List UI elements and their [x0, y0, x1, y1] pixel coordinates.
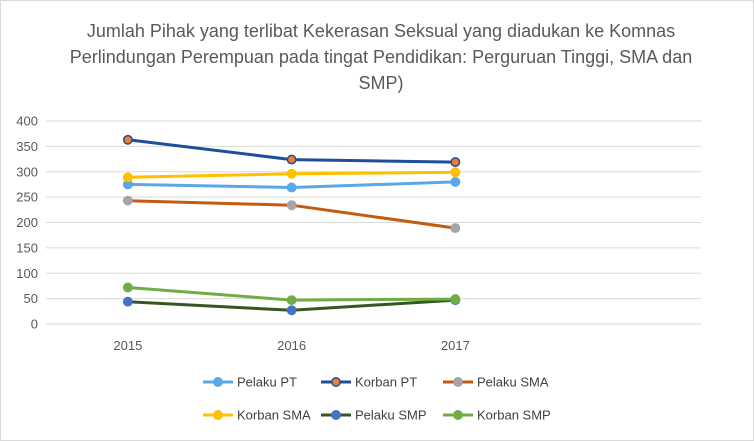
data-point-korban-pt — [450, 157, 461, 168]
legend-label-pelaku-sma: Pelaku SMA — [477, 375, 549, 390]
data-point-korban-smp — [286, 295, 297, 306]
x-tick-label: 2015 — [113, 338, 142, 353]
y-tick-label: 50 — [24, 291, 38, 306]
chart-title: Jumlah Pihak yang terlibat Kekerasan Sek… — [69, 21, 693, 93]
y-tick-label: 250 — [16, 190, 38, 205]
y-tick-label: 100 — [16, 266, 38, 281]
data-point-pelaku-smp — [286, 305, 297, 316]
legend-marker-pelaku-smp — [331, 410, 341, 420]
legend-label-pelaku-pt: Pelaku PT — [237, 375, 297, 390]
data-point-pelaku-sma — [122, 195, 133, 206]
legend-label-korban-smp: Korban SMP — [477, 408, 551, 423]
legend-marker-pelaku-sma — [453, 377, 463, 387]
legend-label-korban-sma: Korban SMA — [237, 408, 311, 423]
legend-marker-korban-pt — [331, 377, 341, 387]
data-point-korban-pt — [286, 154, 297, 165]
data-point-korban-sma — [450, 167, 461, 178]
data-point-korban-smp — [450, 294, 461, 305]
data-point-pelaku-pt — [286, 182, 297, 193]
legend-label-korban-pt: Korban PT — [355, 375, 417, 390]
x-tick-label: 2016 — [277, 338, 306, 353]
y-tick-label: 300 — [16, 164, 38, 179]
data-point-pelaku-sma — [286, 200, 297, 211]
data-point-korban-pt — [122, 134, 133, 145]
legend-marker-korban-sma — [213, 410, 223, 420]
legend-marker-pelaku-pt — [213, 377, 223, 387]
x-tick-label: 2017 — [441, 338, 470, 353]
y-tick-label: 0 — [31, 317, 38, 332]
data-point-korban-sma — [122, 172, 133, 183]
data-point-pelaku-smp — [122, 296, 133, 307]
legend-label-pelaku-smp: Pelaku SMP — [355, 408, 427, 423]
y-tick-label: 150 — [16, 240, 38, 255]
y-tick-label: 350 — [16, 139, 38, 154]
data-point-pelaku-sma — [450, 223, 461, 234]
y-tick-label: 200 — [16, 215, 38, 230]
data-point-pelaku-pt — [450, 176, 461, 187]
y-tick-label: 400 — [16, 114, 38, 129]
data-point-korban-smp — [122, 282, 133, 293]
data-point-korban-sma — [286, 168, 297, 179]
legend-marker-korban-smp — [453, 410, 463, 420]
